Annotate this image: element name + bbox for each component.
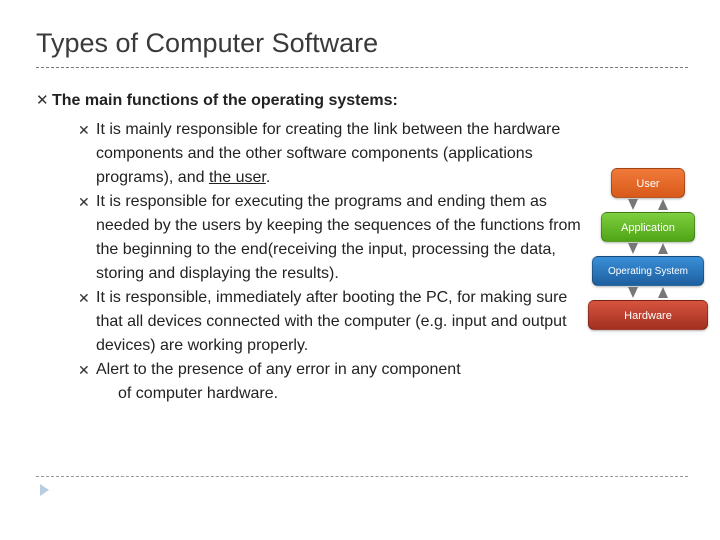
arrow-gap — [588, 242, 708, 256]
bullet-icon: ✕ — [78, 190, 96, 214]
layer-user: User — [611, 168, 685, 198]
arrow-down-icon — [628, 287, 638, 298]
layer-stack-diagram: User Application Operating System Hardwa… — [588, 168, 708, 330]
bullet-text: It is responsible, immediately after boo… — [96, 286, 588, 358]
bullet-text-continuation: of computer hardware. — [118, 382, 588, 406]
sub-bullet-list: ✕ It is mainly responsible for creating … — [78, 118, 588, 406]
arrow-gap — [588, 198, 708, 212]
bullet-icon: ✕ — [78, 286, 96, 310]
list-item: ✕ It is responsible, immediately after b… — [78, 286, 588, 358]
arrow-down-icon — [628, 199, 638, 210]
slide-title: Types of Computer Software — [36, 28, 684, 67]
arrow-up-icon — [658, 287, 668, 298]
layer-os: Operating System — [592, 256, 704, 286]
layer-hardware: Hardware — [588, 300, 708, 330]
arrow-up-icon — [658, 243, 668, 254]
arrow-up-icon — [658, 199, 668, 210]
list-item: ✕ Alert to the presence of any error in … — [78, 358, 588, 382]
title-underline — [36, 67, 688, 68]
arrow-down-icon — [628, 243, 638, 254]
bullet-text: Alert to the presence of any error in an… — [96, 358, 461, 382]
bullet-text: It is responsible for executing the prog… — [96, 190, 588, 286]
text-underline: the user — [209, 169, 266, 186]
arrow-gap — [588, 286, 708, 300]
bullet-icon: ✕ — [78, 358, 96, 382]
main-bullet: ✕ The main functions of the operating sy… — [36, 90, 684, 112]
list-item: ✕ It is responsible for executing the pr… — [78, 190, 588, 286]
layer-application: Application — [601, 212, 695, 242]
corner-triangle-icon — [40, 484, 49, 496]
text-span: . — [266, 169, 270, 186]
bullet-icon: ✕ — [36, 90, 52, 112]
bottom-underline — [36, 476, 688, 477]
bullet-icon: ✕ — [78, 118, 96, 142]
bullet-text: It is mainly responsible for creating th… — [96, 118, 588, 190]
list-item: ✕ It is mainly responsible for creating … — [78, 118, 588, 190]
main-heading: The main functions of the operating syst… — [52, 90, 398, 112]
text-span: It is mainly responsible for creating th… — [96, 121, 560, 186]
